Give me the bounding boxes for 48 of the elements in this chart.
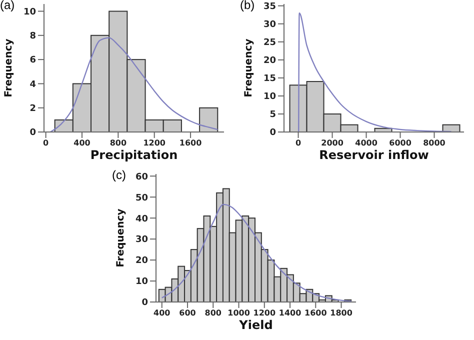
x-tick-label: 600	[179, 308, 196, 318]
y-tick-label: 20	[135, 256, 148, 266]
x-tick-label: 1400	[278, 308, 302, 318]
y-axis-title: Frequency	[116, 208, 127, 268]
y-tick-label: 0	[270, 128, 276, 138]
y-tick-label: 20	[263, 56, 276, 66]
x-tick-label: 1600	[179, 138, 202, 148]
y-tick-label: 6	[30, 56, 36, 66]
y-tick-label: 10	[263, 92, 276, 102]
y-tick-label: 25	[263, 38, 276, 48]
y-tick-label: 30	[263, 20, 276, 30]
x-tick-label: 6000	[389, 138, 412, 148]
y-tick-label: 35	[263, 2, 276, 12]
x-tick-label: 0	[295, 138, 302, 148]
y-tick-label: 15	[263, 74, 276, 84]
y-tick-label: 60	[135, 172, 148, 182]
y-tick-label: 40	[135, 214, 148, 224]
y-tick-label: 2	[30, 104, 36, 114]
chart-title: (a)	[0, 0, 15, 12]
y-tick-label: 10	[23, 7, 36, 18]
x-tick-label: 1200	[253, 308, 276, 318]
x-tick-label: 400	[154, 308, 171, 318]
x-tick-label: 400	[74, 138, 91, 148]
y-tick-label: 0	[142, 298, 148, 308]
x-tick-label: 1000	[228, 308, 250, 318]
y-tick-label: 8	[30, 32, 36, 42]
y-axis-title: Frequency	[4, 38, 15, 98]
y-tick-label: 30	[135, 235, 148, 246]
x-axis-title: Yield	[238, 318, 274, 332]
y-tick-label: 10	[135, 277, 148, 288]
x-tick-label: 8000	[423, 138, 446, 148]
y-tick-label: 4	[30, 80, 36, 90]
y-tick-label: 5	[270, 110, 276, 120]
x-tick-label: 1200	[143, 138, 166, 148]
y-tick-label: 0	[30, 128, 36, 138]
chart-title: (b)	[240, 0, 255, 12]
y-tick-label: 50	[135, 193, 148, 204]
x-axis-title: Precipitation	[89, 148, 179, 162]
x-axis-title: Reservoir inflow	[318, 148, 430, 162]
x-tick-label: 4000	[355, 138, 378, 148]
x-tick-label: 2000	[321, 138, 344, 148]
chart-title: (c)	[112, 168, 126, 182]
x-tick-label: 0	[43, 138, 50, 148]
x-tick-label: 800	[204, 308, 222, 318]
y-axis-title: Frequency	[244, 38, 255, 98]
x-tick-label: 800	[110, 138, 127, 148]
x-tick-label: 1600	[304, 308, 328, 318]
x-tick-label: 1800	[330, 308, 353, 318]
